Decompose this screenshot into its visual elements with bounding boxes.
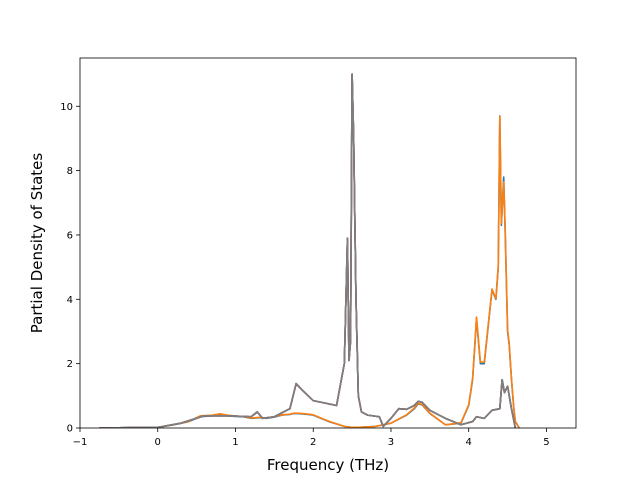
y-tick-label: 6 <box>67 230 73 241</box>
x-tick-label: 3 <box>388 437 394 448</box>
y-axis-label: Partial Density of States <box>28 153 46 334</box>
axes-frame <box>79 57 577 429</box>
y-tick-label: 10 <box>60 102 73 113</box>
y-axis-ticks: 0 2 4 6 8 10 <box>60 102 80 435</box>
y-tick-label: 2 <box>67 359 73 370</box>
x-tick-label: 1 <box>232 437 238 448</box>
series-line-7 <box>99 73 517 428</box>
x-axis-ticks: −1 0 1 2 3 4 5 <box>73 428 550 448</box>
x-axis-label: Frequency (THz) <box>267 456 389 474</box>
y-tick-label: 0 <box>67 424 73 435</box>
x-tick-label: 0 <box>155 437 161 448</box>
y-tick-label: 4 <box>67 295 73 306</box>
x-tick-label: 2 <box>310 437 316 448</box>
x-tick-label: 5 <box>543 437 549 448</box>
x-tick-label: 4 <box>466 437 472 448</box>
series-layer <box>99 73 520 428</box>
y-tick-label: 8 <box>67 166 73 177</box>
x-tick-label: −1 <box>73 437 88 448</box>
